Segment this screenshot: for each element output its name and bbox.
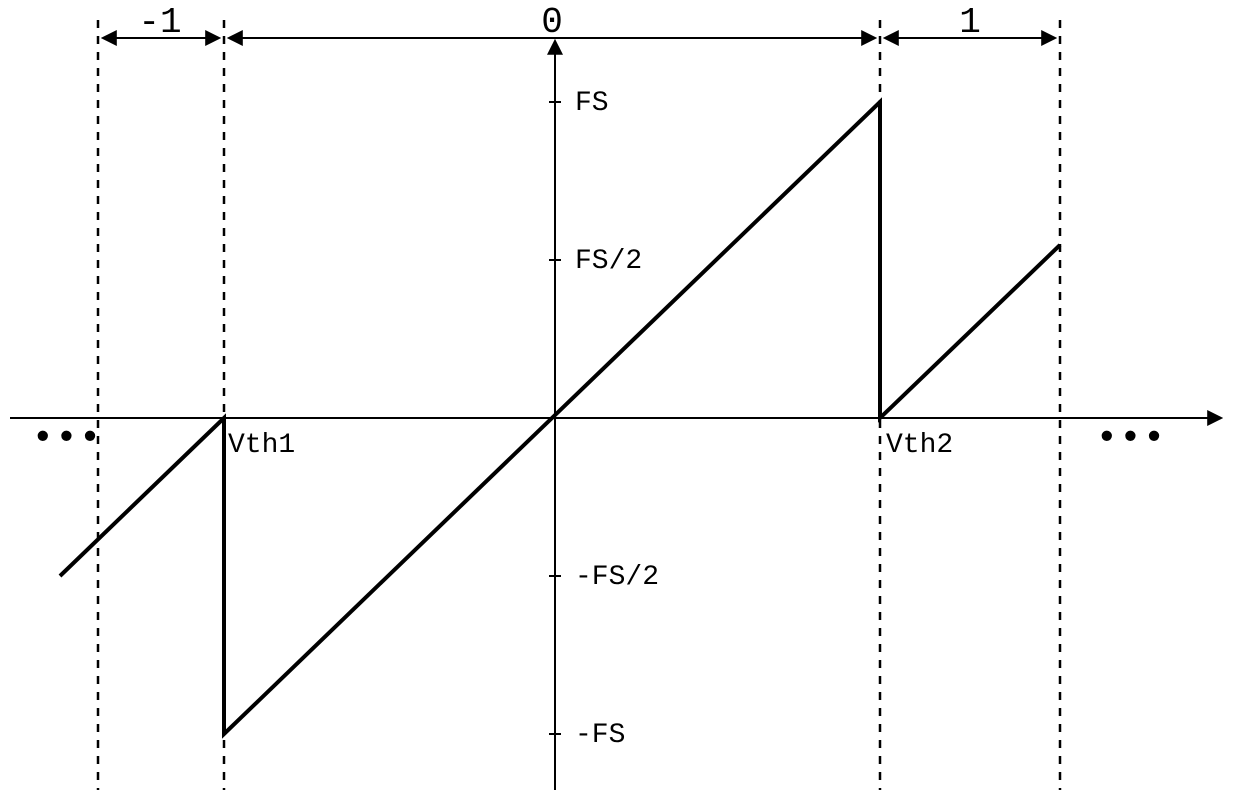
y-tick-label-0: FS xyxy=(575,88,609,119)
y-tick-label-3: -FS xyxy=(575,720,625,751)
y-tick-label-1: FS/2 xyxy=(575,246,642,277)
x-label-0: Vth1 xyxy=(228,430,295,461)
region-label-2: 1 xyxy=(959,2,981,43)
y-tick-label-2: -FS/2 xyxy=(575,562,659,593)
ellipsis-right: ••• xyxy=(1096,418,1167,459)
x-label-1: Vth2 xyxy=(886,430,953,461)
region-label-0: -1 xyxy=(138,2,181,43)
chart-background xyxy=(0,0,1240,802)
region-label-1: 0 xyxy=(541,2,563,43)
ellipsis-left: ••• xyxy=(32,418,103,459)
